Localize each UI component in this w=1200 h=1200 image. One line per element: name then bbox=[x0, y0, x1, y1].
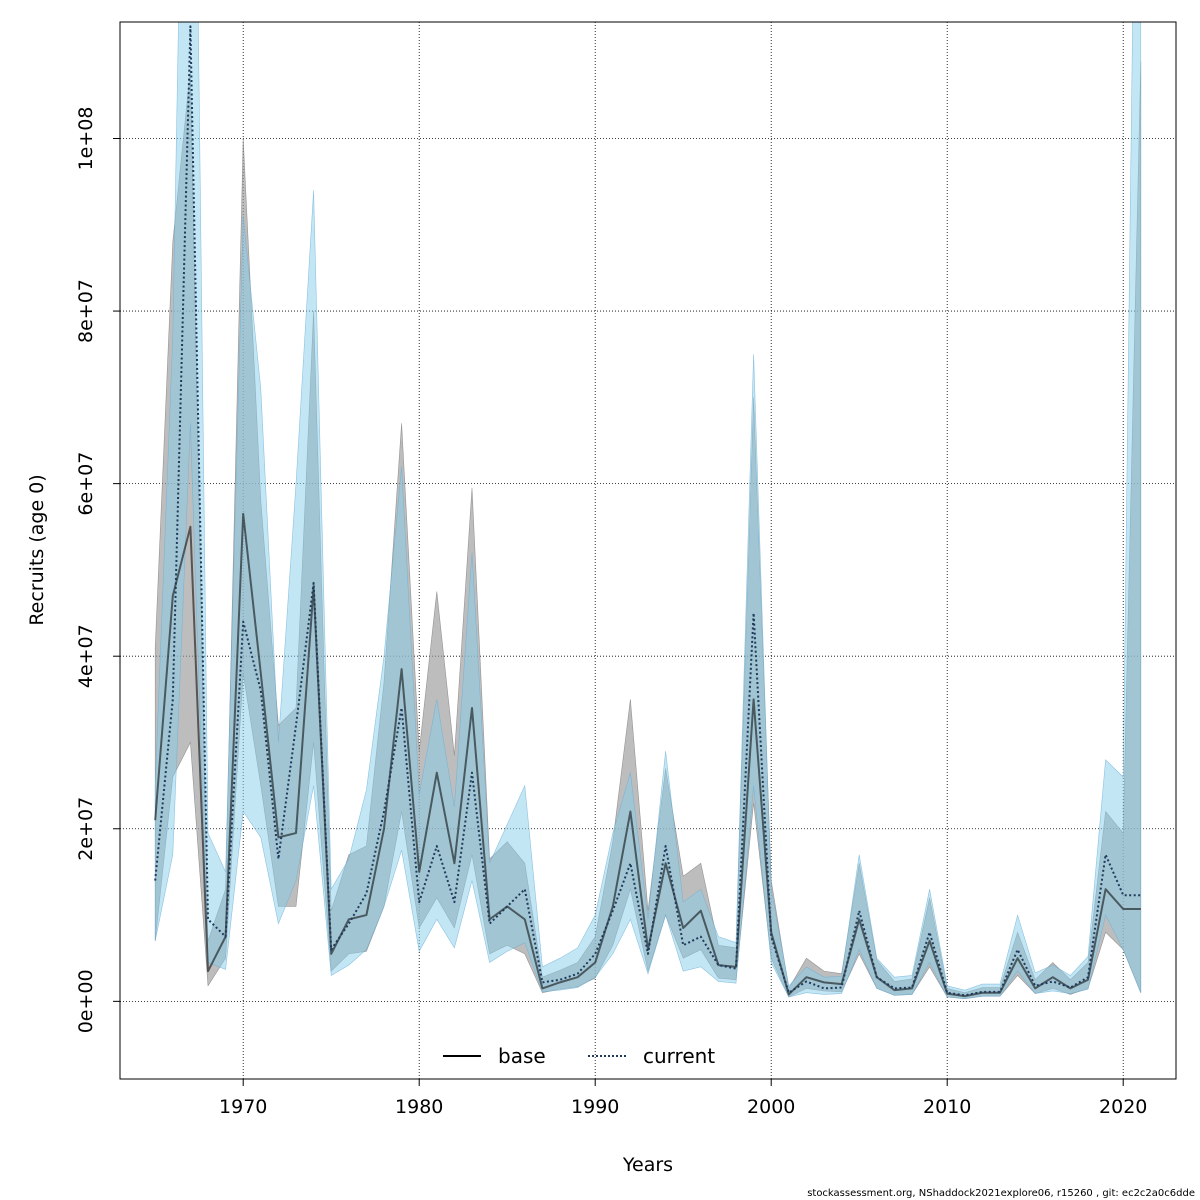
x-axis-title: Years bbox=[622, 1154, 673, 1176]
x-tick-label: 2020 bbox=[1099, 1096, 1147, 1118]
x-tick-label: 2000 bbox=[747, 1096, 795, 1118]
y-tick-label: 2e+07 bbox=[75, 797, 97, 861]
series-lines bbox=[154, 25, 1141, 998]
y-tick-label: 4e+07 bbox=[75, 624, 97, 688]
x-tick-label: 1990 bbox=[571, 1096, 619, 1118]
line-current bbox=[154, 25, 1141, 997]
x-tick-label: 2010 bbox=[923, 1096, 971, 1118]
legend-current-label: current bbox=[643, 1044, 715, 1068]
plot-frame bbox=[119, 21, 1177, 1080]
x-axis: 1970 1980 1990 2000 2010 2020 bbox=[219, 1079, 1147, 1118]
footer-text: stockassessment.org, NShaddock2021explor… bbox=[807, 1188, 1195, 1199]
band-current bbox=[154, 22, 1142, 1000]
confidence-bands bbox=[154, 22, 1142, 1000]
x-tick-label: 1970 bbox=[219, 1096, 267, 1118]
grid bbox=[120, 22, 1176, 1079]
y-axis-title: Recruits (age 0) bbox=[26, 474, 48, 625]
y-tick-label: 0e+00 bbox=[75, 969, 97, 1033]
legend: base current bbox=[443, 1044, 715, 1068]
legend-base-label: base bbox=[498, 1044, 546, 1068]
y-tick-label: 6e+07 bbox=[75, 452, 97, 516]
y-axis: 0e+00 2e+07 4e+07 6e+07 8e+07 1e+08 bbox=[75, 107, 120, 1033]
y-tick-label: 1e+08 bbox=[75, 107, 97, 171]
y-tick-label: 8e+07 bbox=[75, 279, 97, 343]
x-tick-label: 1980 bbox=[395, 1096, 443, 1118]
